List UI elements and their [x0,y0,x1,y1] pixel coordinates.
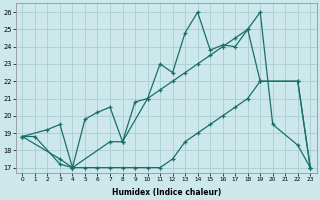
X-axis label: Humidex (Indice chaleur): Humidex (Indice chaleur) [112,188,221,197]
